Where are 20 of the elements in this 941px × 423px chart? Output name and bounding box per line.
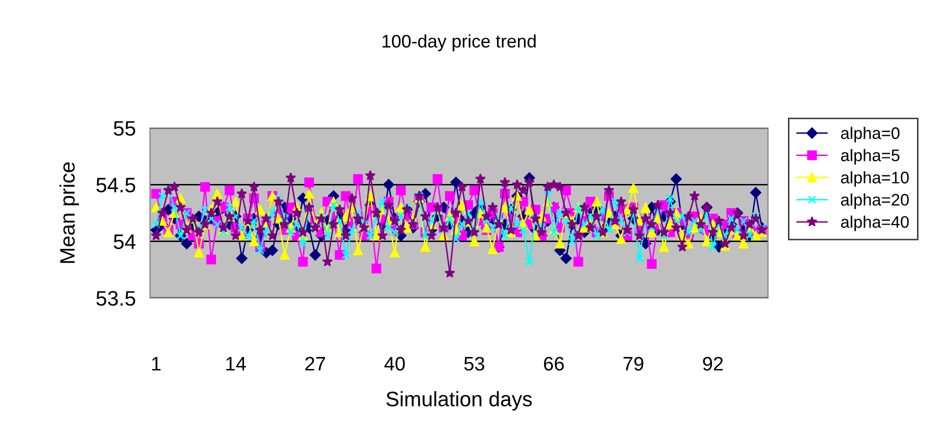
- x-tick-label: 40: [384, 356, 405, 371]
- legend-label: alpha=10: [841, 171, 909, 187]
- y-tick-label: 54.5: [96, 178, 136, 192]
- y-axis-title: Mean price: [59, 162, 79, 263]
- legend-label: alpha=40: [841, 216, 909, 232]
- x-tick-label: 79: [624, 356, 644, 371]
- x-tick-label: 66: [544, 356, 564, 371]
- chart-title: 100-day price trend: [382, 34, 536, 52]
- y-tick-label: 53.5: [96, 291, 136, 306]
- legend-label: alpha=20: [841, 193, 909, 209]
- x-tick-label: 1: [152, 357, 161, 370]
- y-tick-label: 54: [114, 234, 136, 250]
- x-axis-title: Simulation days: [386, 391, 532, 411]
- x-tick-label: 53: [464, 356, 484, 371]
- x-tick-label: 92: [703, 356, 723, 371]
- y-tick-label: 55: [114, 121, 136, 136]
- x-tick-label: 27: [305, 356, 326, 370]
- x-tick-label: 14: [226, 357, 246, 370]
- legend-label: alpha=5: [841, 149, 900, 165]
- legend-label: alpha=0: [841, 126, 900, 142]
